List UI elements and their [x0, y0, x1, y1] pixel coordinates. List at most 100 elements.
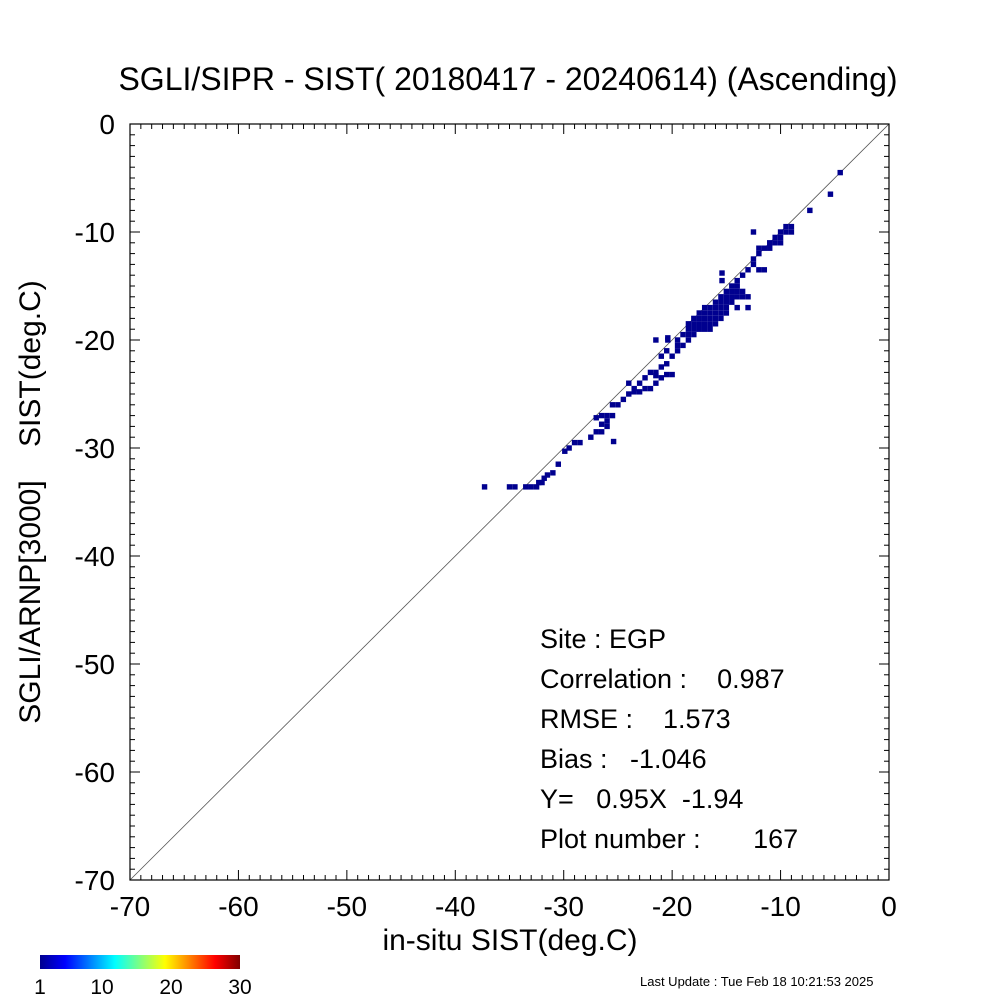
- y-tick-labels: -70 -60 -50 -40 -30 -20 -10 0: [75, 109, 115, 896]
- density-cell: [541, 475, 547, 481]
- density-cell: [756, 245, 762, 251]
- y-tick-label: -50: [75, 649, 115, 680]
- density-cell: [745, 267, 751, 273]
- density-cell: [712, 321, 719, 327]
- density-cell: [723, 294, 730, 300]
- density-cell: [761, 267, 768, 273]
- density-cell: [620, 396, 627, 403]
- density-cell: [707, 321, 713, 327]
- density-cell: [701, 326, 708, 332]
- minor-ticks: [129, 123, 890, 881]
- density-cell: [723, 310, 730, 316]
- density-cell: [674, 337, 681, 343]
- density-cell: [636, 380, 643, 386]
- density-cell: [598, 421, 605, 427]
- stat-correlation: Correlation : 0.987: [540, 664, 785, 694]
- density-cell: [783, 229, 789, 235]
- data-cells: [481, 169, 843, 490]
- density-cell: [718, 315, 724, 322]
- density-cell: [712, 315, 719, 322]
- density-cell: [653, 337, 659, 343]
- density-cell: [767, 245, 773, 251]
- density-cell: [712, 304, 719, 311]
- density-cell: [631, 385, 637, 392]
- density-cell: [685, 337, 692, 343]
- stat-regression: Y= 0.95X -1.94: [540, 784, 743, 814]
- density-cell: [718, 310, 724, 316]
- density-cell: [674, 348, 681, 354]
- density-cell: [734, 288, 740, 295]
- density-cell: [647, 385, 654, 392]
- stat-site: Site : EGP: [540, 624, 666, 654]
- density-cell: [533, 484, 540, 490]
- density-cell: [593, 415, 599, 421]
- density-cell: [674, 342, 681, 349]
- density-cell: [536, 479, 542, 486]
- density-cell: [788, 229, 795, 235]
- density-cell: [588, 434, 594, 440]
- density-cell: [669, 371, 675, 378]
- density-cell: [528, 484, 534, 490]
- density-cell: [680, 331, 686, 338]
- density-cell: [772, 234, 778, 241]
- density-cell: [577, 439, 583, 446]
- x-tick-label: -70: [110, 891, 150, 922]
- density-cell: [653, 369, 659, 376]
- density-cell: [696, 315, 702, 322]
- density-cell: [701, 321, 708, 327]
- density-cell: [701, 304, 708, 311]
- density-cell: [685, 331, 692, 338]
- density-cell: [837, 169, 843, 176]
- density-cell: [604, 412, 610, 419]
- density-cell: [550, 470, 556, 476]
- density-cell: [729, 288, 735, 295]
- density-cell: [777, 240, 784, 246]
- density-cell: [807, 207, 813, 214]
- density-cell: [701, 315, 708, 322]
- density-cell: [523, 484, 529, 490]
- density-cell: [739, 272, 746, 278]
- density-cell: [647, 369, 654, 376]
- density-cell: [772, 240, 778, 246]
- density-cell: [729, 283, 735, 289]
- density-cell: [729, 299, 735, 305]
- density-cell: [481, 484, 488, 490]
- density-cell: [767, 240, 773, 246]
- density-cell: [734, 304, 740, 311]
- density-cell: [598, 429, 605, 435]
- density-cell: [739, 294, 746, 300]
- x-tick-labels: -70 -60 -50 -40 -30 -20 -10 0: [110, 891, 897, 922]
- density-cell: [723, 288, 730, 295]
- y-tick-label: -60: [75, 757, 115, 788]
- density-cell: [761, 245, 768, 251]
- density-cell: [707, 315, 713, 322]
- x-tick-label: -10: [760, 891, 800, 922]
- density-cell: [680, 342, 686, 349]
- density-cell: [658, 375, 665, 381]
- y-tick-label: -20: [75, 325, 115, 356]
- density-cell: [626, 391, 632, 397]
- density-cell: [642, 385, 648, 392]
- density-cell: [512, 484, 518, 490]
- x-tick-label: -50: [327, 891, 367, 922]
- density-cell: [658, 364, 665, 370]
- density-cell: [609, 402, 616, 408]
- colorbar-tick-label: 30: [228, 976, 251, 999]
- density-cell: [593, 429, 599, 435]
- density-cell: [598, 412, 605, 419]
- density-cell: [712, 299, 719, 305]
- density-cell: [783, 223, 789, 230]
- density-cell: [718, 304, 724, 311]
- density-cell: [665, 335, 671, 341]
- colorbar-tick-label: 20: [159, 976, 182, 999]
- density-cell: [723, 304, 730, 311]
- density-cell: [777, 229, 784, 235]
- x-axis-label: in-situ SIST(deg.C): [382, 924, 637, 957]
- density-cell: [653, 380, 659, 386]
- density-cell: [691, 331, 697, 338]
- density-cell: [604, 423, 610, 430]
- density-cell: [539, 479, 545, 486]
- density-cell: [707, 304, 713, 311]
- density-cell: [658, 353, 665, 359]
- density-cell: [707, 310, 713, 316]
